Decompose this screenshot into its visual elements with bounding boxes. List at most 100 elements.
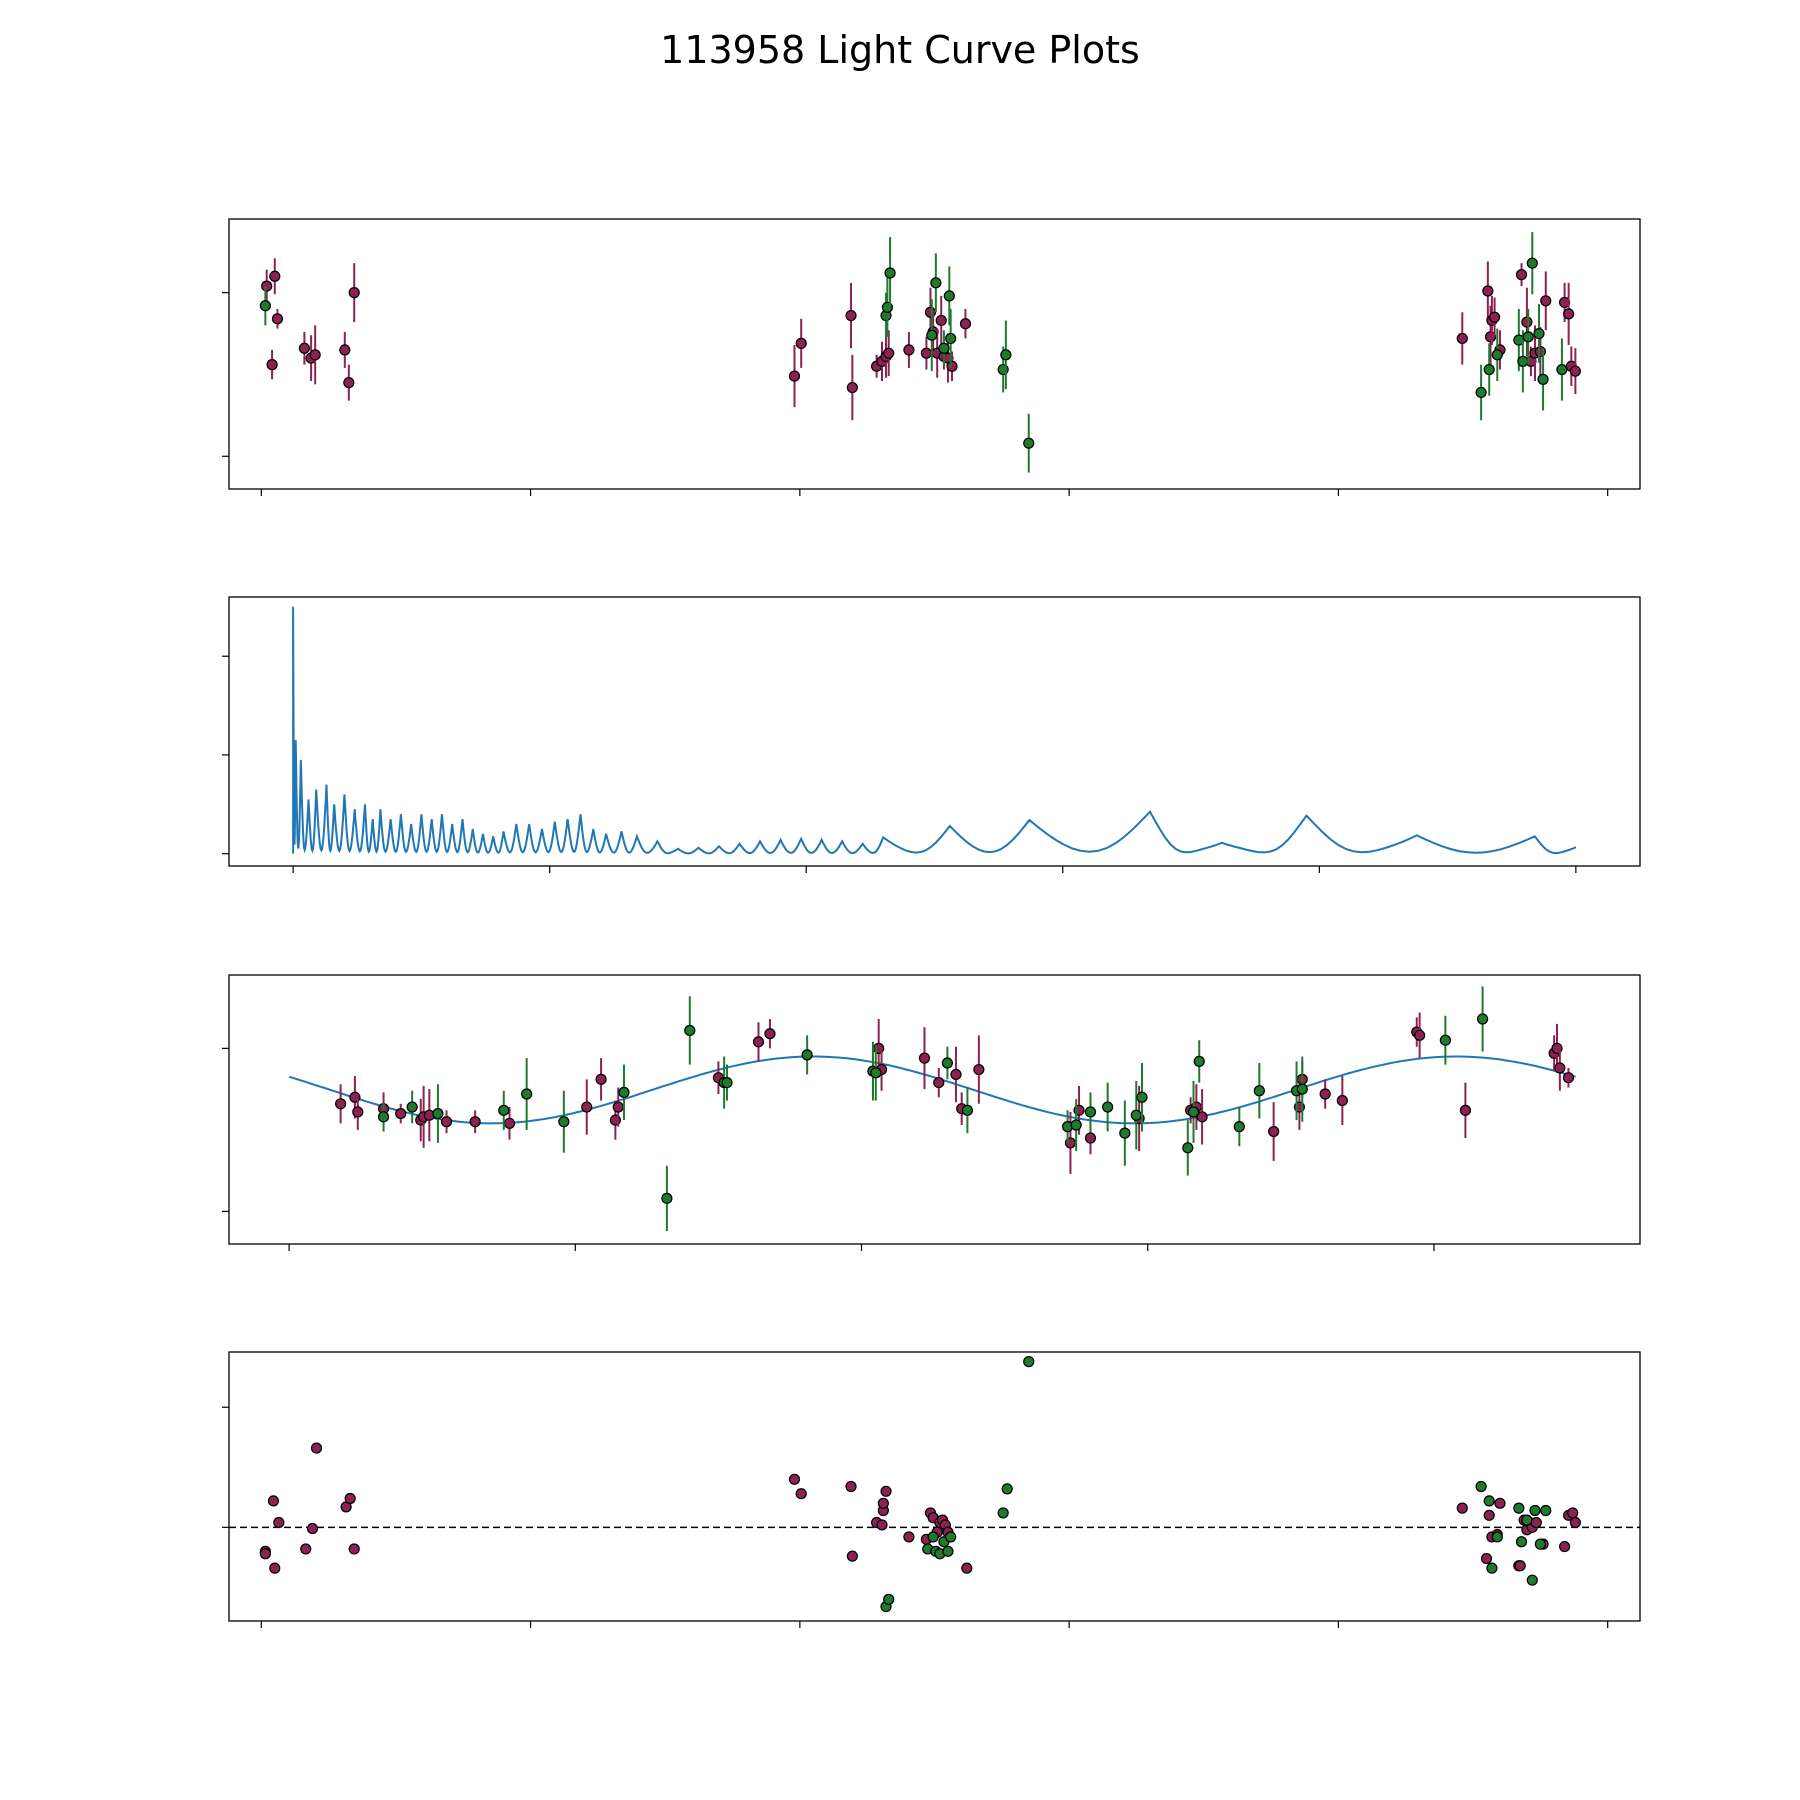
data-point	[877, 1497, 889, 1509]
data-point	[973, 1063, 985, 1076]
data-point	[1001, 1483, 1013, 1495]
data-point	[269, 270, 281, 282]
data-point	[298, 342, 310, 354]
data-point	[309, 349, 321, 361]
data-point	[918, 1052, 931, 1064]
data-point	[1187, 1106, 1200, 1118]
data-point	[348, 1543, 360, 1555]
data-point	[1233, 1121, 1245, 1133]
data-point	[903, 1531, 915, 1543]
data-point	[1517, 355, 1529, 367]
data-point	[498, 1104, 510, 1116]
data-point	[1136, 1091, 1148, 1103]
data-point	[1476, 1013, 1489, 1025]
data-point	[1563, 308, 1575, 320]
data-point	[684, 1024, 696, 1037]
data-point	[1521, 1514, 1533, 1526]
data-point	[1268, 1125, 1280, 1138]
data-point	[1023, 437, 1035, 449]
data-point	[788, 370, 801, 382]
data-point	[938, 342, 950, 354]
data-point	[1537, 373, 1549, 385]
data-point	[440, 1116, 453, 1128]
data-point	[1084, 1106, 1097, 1118]
data-point	[1482, 285, 1494, 297]
data-point	[1475, 1480, 1487, 1493]
data-point	[1562, 1072, 1575, 1084]
data-point	[959, 318, 972, 330]
data-point	[1459, 1104, 1472, 1116]
data-point	[352, 1106, 364, 1118]
data-point	[1456, 332, 1468, 345]
data-point	[503, 1117, 516, 1129]
data-point	[845, 1480, 857, 1493]
data-point	[1530, 1516, 1542, 1529]
data-point	[1439, 1034, 1451, 1046]
data-point	[945, 332, 957, 345]
data-point	[946, 360, 958, 372]
data-point	[997, 1507, 1009, 1519]
data-point	[950, 1068, 962, 1081]
data-point	[595, 1073, 607, 1085]
data-point	[870, 1067, 882, 1079]
data-point	[1084, 1132, 1097, 1144]
fit-curve	[288, 1055, 1576, 1125]
data-point	[1526, 1574, 1538, 1586]
data-point	[269, 1562, 281, 1574]
data-point	[432, 1107, 444, 1120]
data-point	[1559, 1540, 1571, 1553]
data-point	[1569, 1516, 1581, 1529]
data-point	[941, 1057, 953, 1069]
data-point	[1102, 1101, 1114, 1113]
data-point	[1540, 295, 1552, 307]
data-point	[1529, 1504, 1541, 1517]
data-point	[926, 329, 938, 341]
data-point	[876, 1519, 888, 1531]
data-point	[1193, 1055, 1205, 1068]
data-point	[300, 1543, 312, 1555]
data-point	[267, 1495, 280, 1507]
data-point	[1556, 363, 1568, 376]
data-point	[339, 344, 351, 356]
data-point	[306, 1522, 319, 1535]
data-point	[612, 1101, 624, 1113]
data-point	[788, 1473, 801, 1485]
phase-plot	[222, 974, 1641, 1251]
data-point	[618, 1086, 630, 1098]
data-point	[335, 1098, 347, 1110]
data-point	[880, 1485, 892, 1497]
data-point	[266, 359, 278, 371]
residuals-plot	[222, 1351, 1641, 1628]
data-point	[1486, 1562, 1498, 1574]
data-point	[1569, 365, 1581, 377]
data-point	[1515, 1536, 1528, 1548]
data-point	[1336, 1094, 1348, 1107]
data-point	[883, 347, 895, 359]
data-point	[930, 277, 942, 289]
data-point	[1119, 1127, 1131, 1139]
data-point	[845, 309, 857, 322]
data-point	[1534, 1538, 1546, 1550]
data-point	[1196, 1111, 1208, 1123]
data-point	[395, 1107, 407, 1120]
data-point	[764, 1028, 776, 1040]
data-point	[344, 1492, 356, 1505]
data-point	[1515, 269, 1528, 281]
data-point	[271, 313, 284, 325]
data-point	[961, 1104, 974, 1116]
data-point	[1023, 1356, 1035, 1368]
data-point	[581, 1101, 593, 1113]
data-point	[1488, 311, 1501, 323]
data-point	[1521, 316, 1533, 328]
data-point	[1475, 386, 1487, 399]
data-point	[846, 1550, 858, 1562]
data-point	[1514, 1560, 1526, 1572]
periodogram-line	[292, 606, 1577, 855]
data-point	[1000, 349, 1012, 361]
data-point	[935, 314, 947, 327]
data-point	[1296, 1083, 1308, 1095]
data-point	[273, 1516, 285, 1529]
lightcurve-plot	[222, 218, 1641, 496]
data-point	[933, 1076, 945, 1089]
